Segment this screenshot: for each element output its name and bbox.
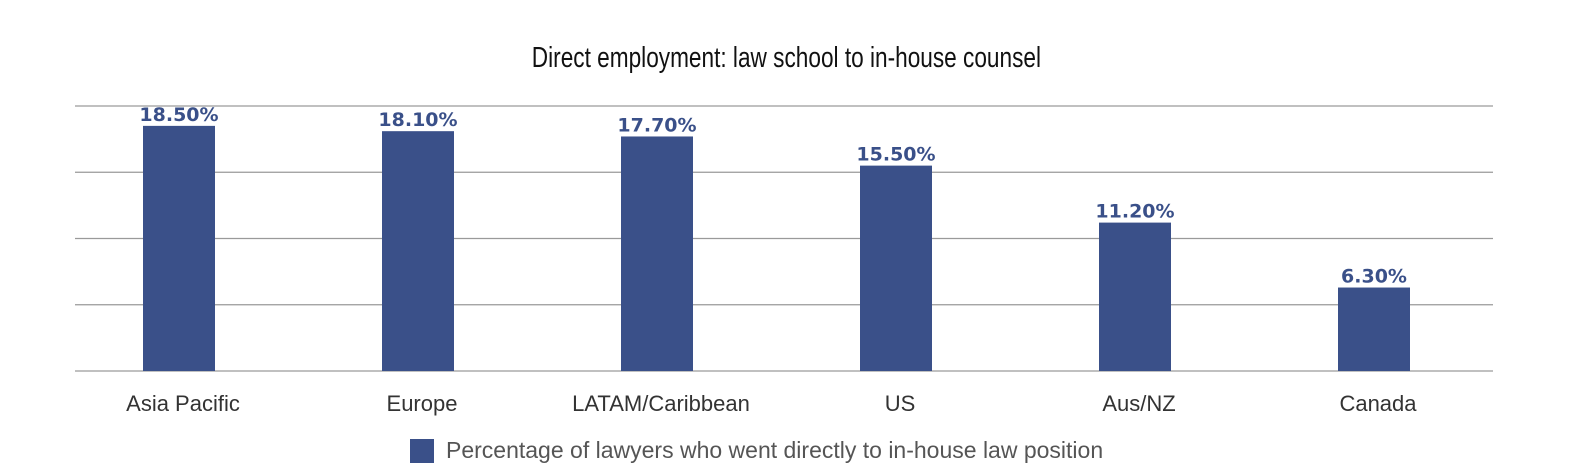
- bar: [621, 136, 693, 371]
- bar: [143, 125, 215, 371]
- x-tick-label: Canada: [1339, 391, 1417, 416]
- x-tick-label: LATAM/Caribbean: [572, 391, 750, 416]
- x-tick-label: Aus/NZ: [1102, 391, 1175, 416]
- chart-title: Direct employment: law school to in-hous…: [531, 42, 1041, 74]
- legend: Percentage of lawyers who went directly …: [410, 437, 1103, 464]
- data-label: 18.10%: [378, 109, 457, 131]
- legend-label: Percentage of lawyers who went directly …: [446, 437, 1104, 463]
- data-label: 15.50%: [856, 144, 935, 166]
- bar: [1338, 287, 1410, 371]
- x-tick-label: Europe: [387, 391, 458, 416]
- x-tick-label: US: [885, 391, 916, 416]
- bar: [860, 165, 932, 371]
- data-label: 18.50%: [139, 104, 218, 126]
- data-label: 11.20%: [1095, 201, 1174, 223]
- bar: [1099, 222, 1171, 371]
- data-label: 6.30%: [1341, 266, 1407, 288]
- bar: [382, 131, 454, 371]
- data-label: 17.70%: [617, 114, 696, 136]
- x-tick-label: Asia Pacific: [126, 391, 240, 416]
- legend-swatch: [410, 438, 434, 463]
